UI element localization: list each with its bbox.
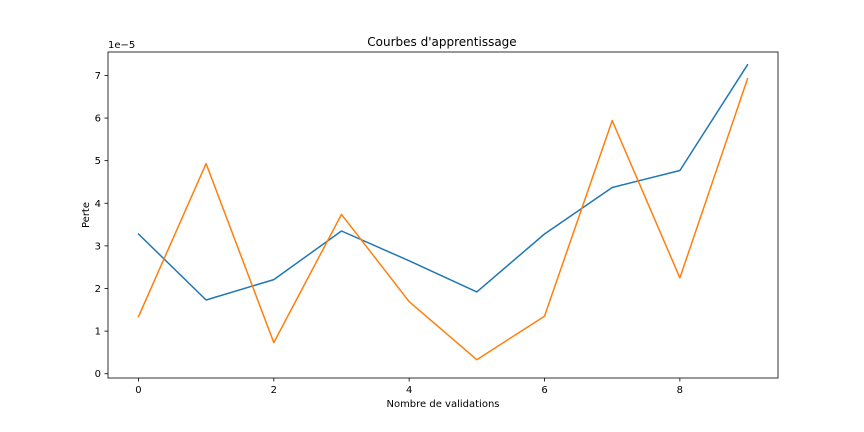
y-tick-label: 3 — [95, 241, 101, 252]
x-tick-label: 8 — [677, 385, 683, 396]
plot-frame — [107, 51, 779, 379]
y-offset-label: 1e−5 — [108, 40, 135, 51]
x-tick-label: 2 — [271, 385, 277, 396]
y-tick-label: 0 — [95, 369, 101, 380]
x-tick-label: 6 — [541, 385, 547, 396]
y-axis-label: Perte — [81, 202, 92, 228]
x-tick-label: 4 — [406, 385, 412, 396]
y-axis: 0 1 2 3 4 5 6 7 — [95, 71, 108, 380]
x-axis-label: Nombre de validations — [386, 399, 499, 410]
x-axis: 0 2 4 6 8 — [135, 378, 683, 396]
y-tick-label: 2 — [95, 284, 101, 295]
series-layer — [137, 63, 749, 361]
y-tick-label: 6 — [95, 114, 101, 125]
y-tick-label: 5 — [95, 156, 101, 167]
series-line-2 — [137, 77, 749, 361]
y-tick-label: 4 — [95, 199, 101, 210]
y-tick-label: 7 — [95, 71, 101, 82]
y-tick-label: 1 — [95, 327, 101, 338]
x-tick-label: 0 — [135, 385, 141, 396]
series-line-1 — [137, 63, 749, 301]
chart-title: Courbes d'apprentissage — [367, 35, 516, 49]
